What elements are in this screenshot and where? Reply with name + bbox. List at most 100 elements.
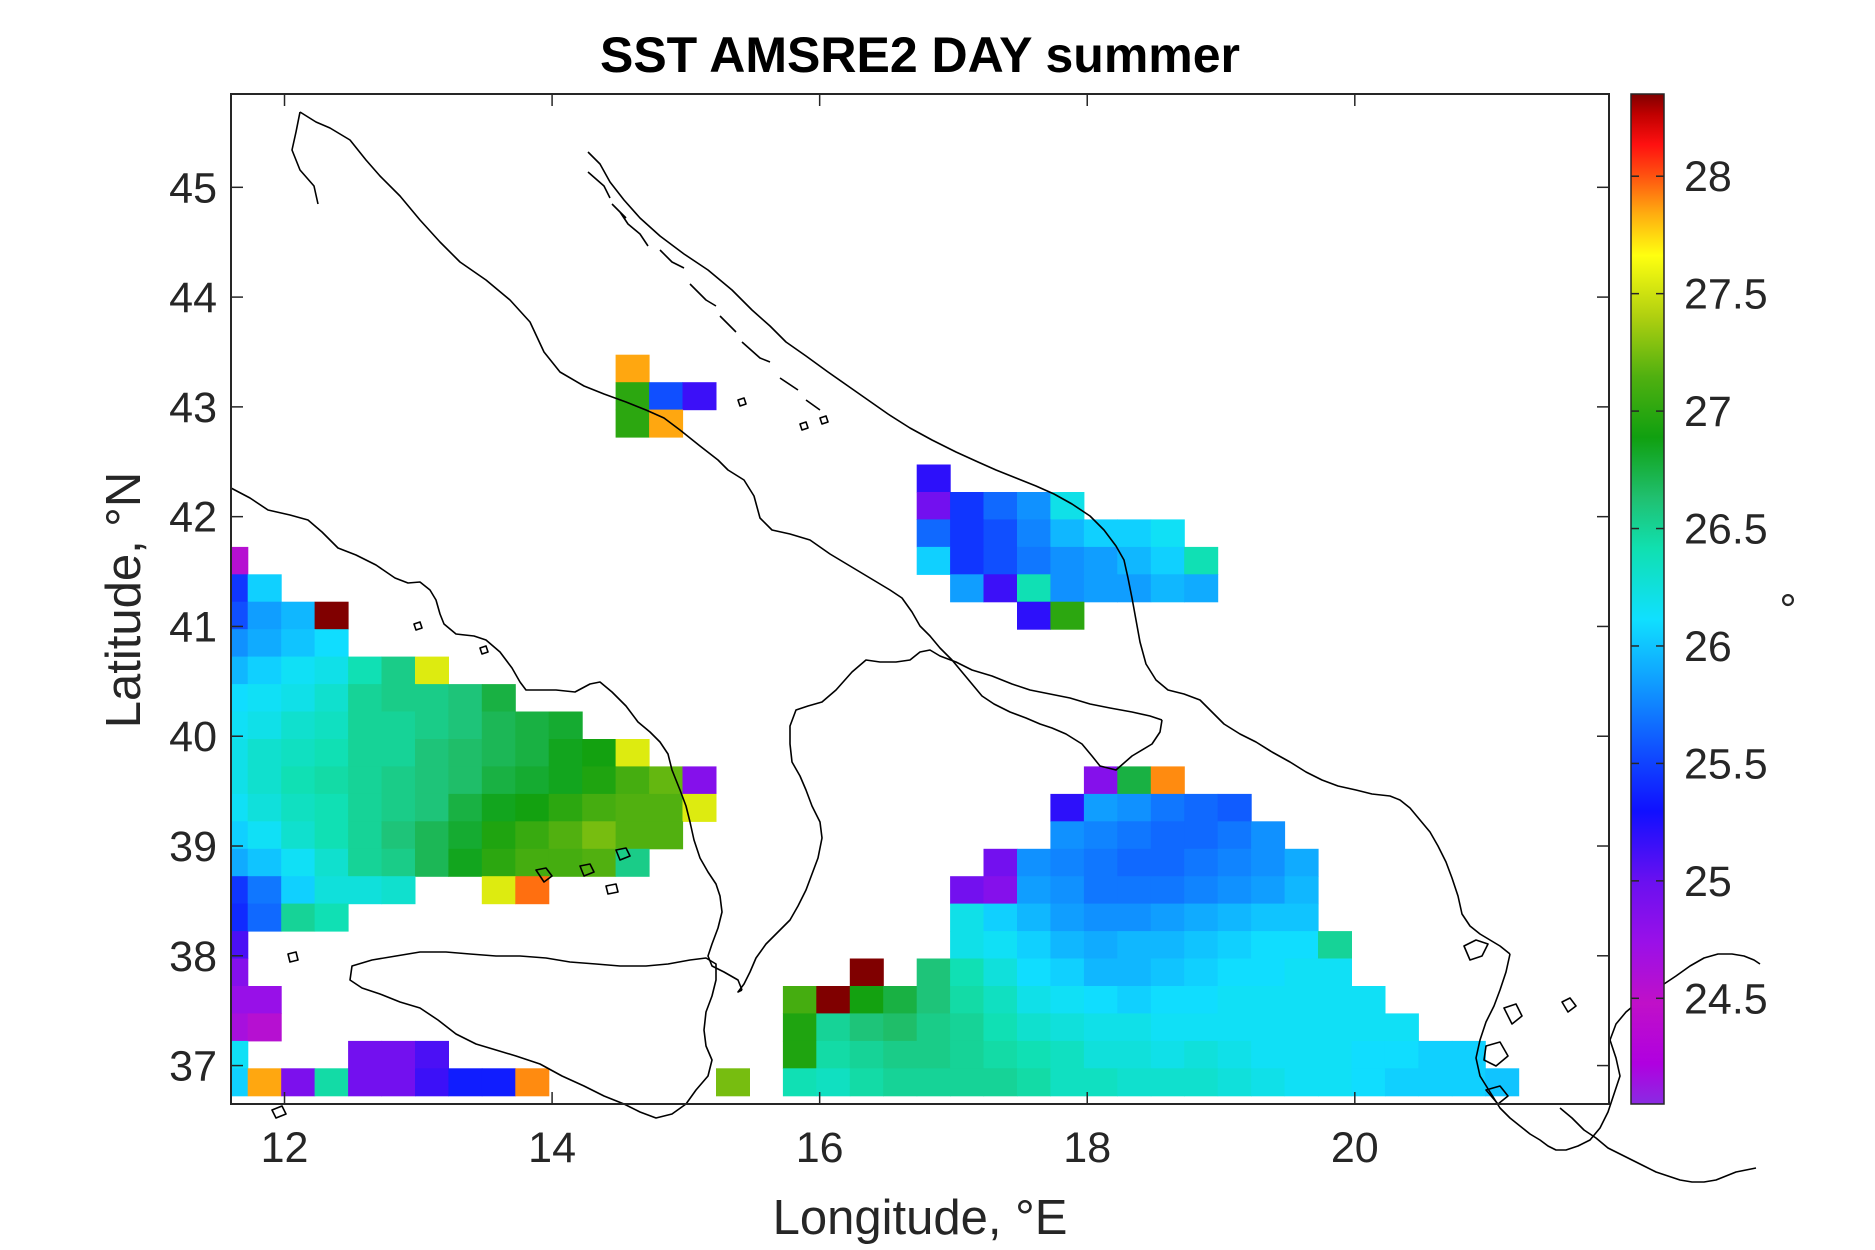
sst-cell <box>1117 958 1152 987</box>
sst-cell <box>1384 1068 1419 1097</box>
sst-cell <box>950 546 985 575</box>
sst-cell <box>1083 1068 1118 1097</box>
sst-cell <box>231 766 249 795</box>
sst-cell <box>950 903 985 932</box>
sst-cell <box>950 931 985 960</box>
sst-cell <box>231 656 249 685</box>
sst-cell <box>314 684 349 713</box>
sst-cell <box>1117 876 1152 905</box>
sst-cell <box>281 793 316 822</box>
sst-cell <box>1284 1040 1319 1069</box>
sst-cell <box>247 1068 282 1097</box>
plot-frame <box>230 93 1610 1105</box>
sst-cell <box>381 1068 416 1097</box>
sst-cell <box>548 793 583 822</box>
sst-cell <box>1117 574 1152 603</box>
sst-cell <box>1217 958 1252 987</box>
sst-cell <box>1150 574 1185 603</box>
sst-cell <box>1083 1040 1118 1069</box>
sst-cell <box>883 1040 918 1069</box>
sst-cell <box>515 766 550 795</box>
sst-cell <box>983 958 1018 987</box>
sst-cell <box>1083 931 1118 960</box>
sst-cell <box>682 793 717 822</box>
sst-cell <box>1083 821 1118 850</box>
sst-cell <box>1217 793 1252 822</box>
sst-cell <box>1150 1040 1185 1069</box>
sst-cell <box>1017 903 1051 932</box>
sst-cell <box>448 848 483 877</box>
y-tick-label: 37 <box>169 1043 217 1091</box>
sst-cell <box>481 848 516 877</box>
sst-cell <box>481 1068 516 1097</box>
sst-cell <box>950 574 985 603</box>
x-tick-label: 14 <box>528 1124 576 1172</box>
sst-cell <box>1351 1013 1386 1042</box>
sst-cell <box>1150 766 1185 795</box>
sst-cell <box>1083 848 1118 877</box>
sst-cell <box>782 1040 817 1069</box>
sst-cell <box>950 1068 985 1097</box>
sst-cell <box>1083 1013 1118 1042</box>
sst-cell <box>1284 1013 1319 1042</box>
sst-cell <box>1150 931 1185 960</box>
sst-cell <box>348 656 383 685</box>
sst-cell <box>983 519 1018 548</box>
sst-cell <box>1251 931 1286 960</box>
sst-cell <box>1150 821 1185 850</box>
sst-cell <box>348 793 383 822</box>
sst-cell <box>231 958 249 987</box>
sst-cell <box>515 711 550 740</box>
sst-cell <box>548 711 583 740</box>
sst-cell <box>231 739 249 767</box>
sst-cell <box>849 1068 884 1097</box>
sst-cell <box>916 958 951 987</box>
sst-cell <box>415 1068 449 1097</box>
sst-cell <box>448 1068 483 1097</box>
sst-cell <box>231 821 249 850</box>
sst-cell <box>247 739 282 767</box>
sst-cell <box>231 1013 249 1042</box>
sst-cell <box>1050 546 1085 575</box>
sst-cell <box>481 766 516 795</box>
sst-cell <box>1083 876 1118 905</box>
y-tick-label: 40 <box>169 713 217 761</box>
sst-cell <box>1184 931 1219 960</box>
sst-cell <box>415 793 449 822</box>
sst-cell <box>916 1040 951 1069</box>
sst-cell <box>247 903 282 932</box>
sst-cell <box>548 821 583 850</box>
sst-cell <box>314 656 349 685</box>
sst-cell <box>1318 986 1352 1014</box>
sst-cell <box>1184 574 1219 603</box>
sst-cell <box>1184 1068 1219 1097</box>
sst-cell <box>950 519 985 548</box>
sst-cell <box>1284 986 1319 1014</box>
sst-cell <box>231 711 249 740</box>
sst-cell <box>983 1068 1018 1097</box>
sst-cell <box>1017 848 1051 877</box>
sst-cell <box>1150 1013 1185 1042</box>
sst-cell <box>1485 1068 1520 1097</box>
sst-cell <box>415 821 449 850</box>
sst-cell <box>1318 1040 1352 1069</box>
sst-cell <box>381 793 416 822</box>
y-tick-label: 38 <box>169 933 217 981</box>
sst-cell <box>983 546 1018 575</box>
sst-cell <box>348 876 383 905</box>
sst-cell <box>1050 821 1085 850</box>
sst-cell <box>615 793 650 822</box>
colorbar-tick-label: 25 <box>1684 858 1732 906</box>
sst-cell <box>983 903 1018 932</box>
sst-cell <box>1017 1013 1051 1042</box>
sst-cell <box>1284 848 1319 877</box>
sst-cell <box>1217 1068 1252 1097</box>
sst-cell <box>415 848 449 877</box>
sst-cell <box>281 656 316 685</box>
sst-cell <box>381 876 416 905</box>
sst-cell <box>1251 986 1286 1014</box>
sst-cell <box>1184 1040 1219 1069</box>
sst-cell <box>415 656 449 685</box>
sst-cell <box>1284 903 1319 932</box>
